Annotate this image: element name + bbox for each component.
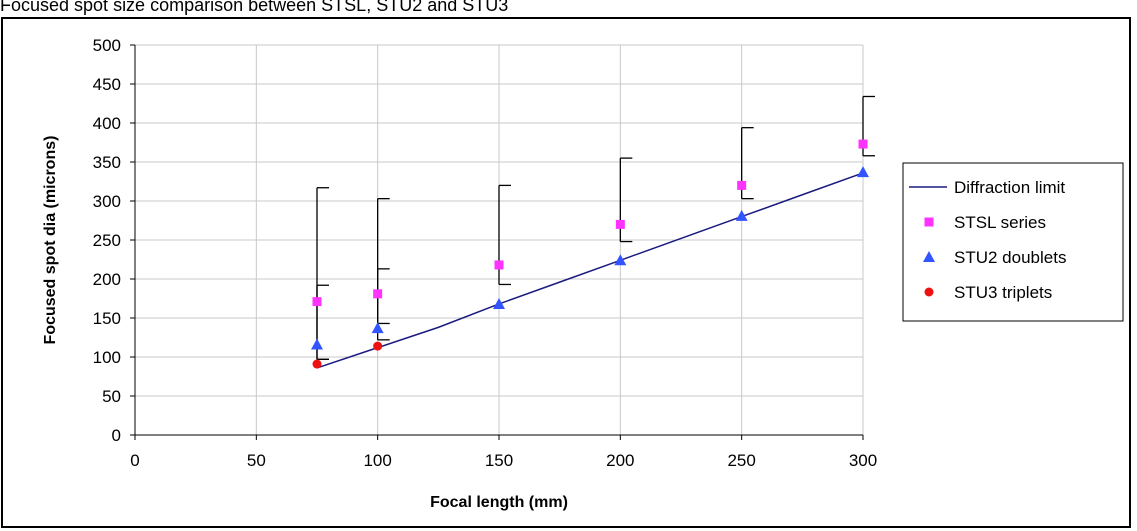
stu3-point — [312, 359, 322, 369]
y-tick-label: 200 — [93, 270, 121, 289]
x-tick-label: 100 — [363, 451, 391, 470]
x-tick-label: 200 — [606, 451, 634, 470]
x-tick-label: 250 — [727, 451, 755, 470]
stu2-point — [614, 254, 627, 266]
tick-labels: 0 50 100 150 200 250 300 350 400 450 500 0 50 100 150 2… — [93, 36, 878, 470]
chart-svg: 0 50 100 150 200 250 300 350 400 450 500 0 50 100 150 2… — [42, 36, 1124, 511]
legend-label: STSL series — [954, 213, 1046, 232]
y-tick-label: 250 — [93, 231, 121, 250]
y-axis-label: Focused spot dia (microns) — [42, 136, 59, 345]
x-tick-label: 0 — [130, 451, 139, 470]
stsl-point — [615, 219, 625, 229]
x-tick-label: 50 — [247, 451, 266, 470]
x-tick-label: 150 — [485, 451, 513, 470]
stsl-point — [737, 180, 747, 190]
legend-label: STU2 doublets — [954, 248, 1066, 267]
legend: Diffraction limit STSL series STU2 doublet… — [902, 162, 1124, 322]
legend-box — [902, 162, 1124, 322]
y-tick-label: 500 — [93, 36, 121, 55]
legend-label: Diffraction limit — [954, 178, 1065, 197]
data-series — [311, 95, 875, 369]
y-tick-label: 400 — [93, 114, 121, 133]
legend-swatch-triangle — [923, 251, 935, 262]
x-tick-label: 300 — [849, 451, 877, 470]
stu2-point — [371, 322, 384, 334]
stsl-point — [373, 289, 383, 299]
y-tick-label: 50 — [102, 387, 121, 406]
diffraction-limit-line — [316, 172, 864, 369]
stu2-point — [493, 297, 505, 309]
axes — [130, 44, 864, 440]
legend-swatch-square — [924, 217, 934, 227]
y-tick-label: 350 — [93, 153, 121, 172]
chart-title: Focused spot size comparison between STS… — [0, 0, 509, 15]
x-axis-label: Focal length (mm) — [430, 494, 568, 511]
legend-label: STU3 triplets — [954, 283, 1052, 302]
stu2-point — [311, 338, 323, 350]
legend-swatch-circle — [924, 287, 934, 297]
stsl-point — [858, 139, 868, 149]
stu2-point — [735, 209, 748, 221]
y-tick-label: 150 — [93, 309, 121, 328]
y-tick-label: 450 — [93, 75, 121, 94]
stu2-point — [857, 166, 869, 178]
chart-frame: 0 50 100 150 200 250 300 350 400 450 500 0 50 100 150 2… — [1, 17, 1131, 528]
stu3-point — [373, 341, 383, 351]
stsl-point — [494, 260, 504, 270]
stsl-point — [312, 297, 322, 307]
y-tick-label: 300 — [93, 192, 121, 211]
y-tick-label: 0 — [112, 426, 121, 445]
y-tick-label: 100 — [93, 348, 121, 367]
